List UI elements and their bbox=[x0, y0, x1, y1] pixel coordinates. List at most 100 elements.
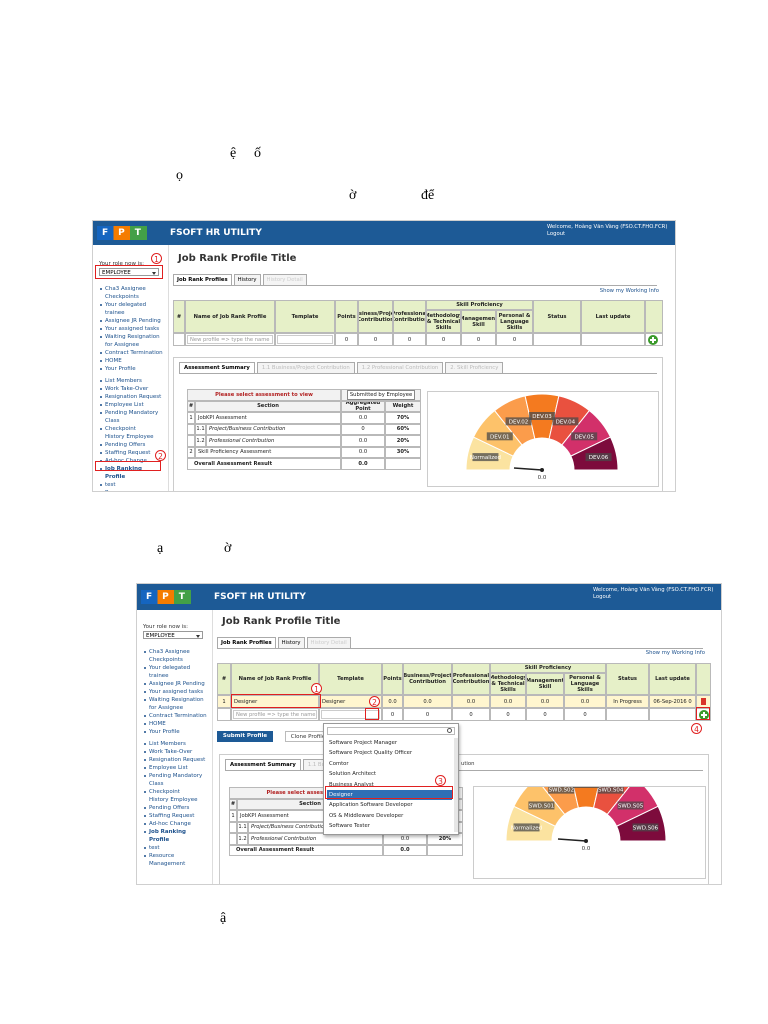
tab[interactable]: History Detail bbox=[306, 637, 351, 648]
highlight-box bbox=[325, 786, 453, 799]
tab-bar: Job Rank Profiles History History Detail bbox=[217, 637, 703, 649]
dropdown-option[interactable]: OS & Middleware Developer bbox=[329, 812, 404, 819]
menu-item[interactable]: Your assigned tasks bbox=[143, 688, 207, 696]
dropdown-option[interactable]: Software Project Quality Officer bbox=[329, 750, 413, 757]
assessment-panel bbox=[173, 357, 663, 491]
menu-item[interactable]: Checkpoint History Employee bbox=[143, 788, 201, 804]
panel-tab[interactable]: Assessment Summary bbox=[225, 759, 301, 770]
name-input[interactable]: New profile => type the name bbox=[187, 335, 273, 344]
show-link[interactable]: Show my Working Info bbox=[599, 288, 659, 294]
assessment-select[interactable]: Submitted by Employee bbox=[346, 389, 416, 400]
menu-item[interactable]: Pending Offers bbox=[99, 441, 163, 449]
menu-item[interactable]: Assignee JR Pending bbox=[99, 317, 163, 325]
role-label: Your role now is: bbox=[143, 624, 188, 630]
gauge-label: DEV.05 bbox=[574, 434, 594, 440]
dropdown-option[interactable]: Software Tester bbox=[329, 823, 370, 830]
menu-item[interactable]: List Members bbox=[143, 740, 207, 748]
menu-item[interactable]: List Members bbox=[99, 377, 163, 385]
text-fragment: ệ bbox=[230, 146, 237, 161]
assessment-cell: 1 bbox=[229, 810, 237, 822]
menu-item[interactable]: Cha3 Assignee Checkpoints bbox=[99, 285, 157, 301]
gauge-label: SWD.S05 bbox=[618, 803, 644, 809]
menu-item[interactable]: Staffing Request bbox=[143, 812, 207, 820]
menu-item[interactable]: Your Profile bbox=[99, 365, 163, 373]
gauge-label: SWD.S01 bbox=[529, 803, 554, 809]
assessment-header-cell: Weight bbox=[385, 400, 421, 412]
menu-item[interactable]: Waiting Resignation for Assignee bbox=[99, 333, 163, 349]
menu-item[interactable]: Pending Mandatory Class bbox=[99, 409, 163, 425]
text-fragment: ạ bbox=[157, 541, 164, 556]
table-cell: 0 bbox=[441, 336, 446, 343]
menu-item[interactable]: Job Ranking Profile bbox=[143, 828, 207, 844]
menu-item[interactable]: Work Take-Over bbox=[143, 748, 207, 756]
add-icon[interactable] bbox=[648, 334, 658, 345]
menu-item[interactable]: test bbox=[99, 481, 163, 489]
table-cell: 0 bbox=[390, 711, 395, 718]
gauge-label-box bbox=[472, 453, 499, 462]
menu-item[interactable]: test bbox=[143, 844, 207, 852]
menu-item[interactable]: Your assigned tasks bbox=[99, 325, 163, 333]
menu-item[interactable]: Your delegated trainee bbox=[143, 664, 201, 680]
add-icon[interactable] bbox=[699, 709, 709, 720]
name-input[interactable]: New profile => type the name bbox=[233, 710, 317, 719]
gauge-label: SWD.S06 bbox=[633, 825, 659, 831]
menu-item[interactable]: Your Profile bbox=[143, 728, 207, 736]
menu-item[interactable]: Ad-hoc Change bbox=[143, 820, 207, 828]
table-header-cell: Skill Proficiency bbox=[490, 663, 606, 673]
menu-item[interactable]: Cha3 Assignee Checkpoints bbox=[143, 648, 201, 664]
menu-item[interactable]: Job Ranking Profile bbox=[99, 465, 163, 481]
tab[interactable]: History Detail bbox=[262, 274, 307, 285]
menu-item[interactable]: Waiting Resignation for Assignee bbox=[143, 696, 207, 712]
panel-tab[interactable]: Assessment Summary bbox=[179, 362, 255, 373]
app-header: FPT FSOFT HR UTILITY Welcome, Hoàng Văn Và… bbox=[137, 584, 721, 610]
panel-tab[interactable]: 1.1 Business/Project Contribution bbox=[256, 362, 355, 373]
dropdown-option[interactable]: Comtor bbox=[329, 760, 349, 767]
dropdown-option[interactable]: Application Software Developer bbox=[329, 802, 413, 809]
menu-item[interactable]: Resource Management bbox=[143, 852, 207, 868]
table-cell: 0 bbox=[543, 711, 547, 718]
assessment-overall: 0.0 bbox=[383, 844, 427, 856]
delete-icon[interactable] bbox=[701, 698, 706, 705]
menu-item[interactable]: Staffing Request bbox=[99, 449, 163, 457]
tab[interactable]: History bbox=[277, 637, 305, 648]
menu-item[interactable]: Pending Mandatory Class bbox=[143, 772, 207, 788]
menu-item[interactable]: HOME bbox=[143, 720, 207, 728]
dropdown-option[interactable]: Software Project Manager bbox=[329, 740, 398, 746]
tab[interactable]: Job Rank Profiles bbox=[217, 637, 276, 648]
dropdown-option[interactable]: Business Analyst bbox=[329, 781, 374, 788]
role-select[interactable]: EMPLOYEE bbox=[99, 268, 159, 276]
logout-link[interactable]: Logout bbox=[547, 231, 566, 237]
dropdown-option[interactable]: Solution Architect bbox=[329, 771, 377, 778]
dropdown-option[interactable]: Designer bbox=[327, 790, 452, 800]
menu-item[interactable]: Your delegated trainee bbox=[99, 301, 157, 317]
template-select[interactable] bbox=[321, 710, 380, 719]
gauge-label-box bbox=[513, 823, 540, 832]
button[interactable]: Submit Profile bbox=[217, 731, 273, 742]
menu-item[interactable]: Employee List bbox=[143, 764, 207, 772]
logo: FPT bbox=[141, 590, 191, 604]
menu-item[interactable]: Employee List bbox=[99, 401, 163, 409]
gauge-label-box bbox=[617, 801, 644, 810]
logout-link[interactable]: Logout bbox=[593, 594, 612, 600]
table-cell bbox=[217, 708, 231, 721]
menu-item[interactable]: Checkpoint History Employee bbox=[99, 425, 157, 441]
role-select[interactable]: EMPLOYEE bbox=[143, 631, 203, 639]
panel-tab[interactable]: 2. Skill Proficiency bbox=[445, 362, 504, 373]
menu-item[interactable]: HOME bbox=[99, 357, 163, 365]
menu-item[interactable]: Pending Offers bbox=[143, 804, 207, 812]
show-link[interactable]: Show my Working Info bbox=[645, 650, 705, 656]
menu-item[interactable]: Resource Management bbox=[99, 489, 163, 491]
panel-tab[interactable]: 1.2 Professional Contribution bbox=[356, 362, 444, 373]
menu-item[interactable]: Assignee JR Pending bbox=[143, 680, 207, 688]
menu-item[interactable]: Resignation Request bbox=[99, 393, 163, 401]
menu-item[interactable]: Work Take-Over bbox=[99, 385, 163, 393]
dropdown-search[interactable] bbox=[327, 727, 455, 735]
template-select[interactable] bbox=[277, 335, 333, 344]
table-cell: 0.0 bbox=[564, 695, 606, 708]
tab[interactable]: History bbox=[233, 274, 261, 285]
menu-item[interactable]: Contract Termination bbox=[99, 349, 163, 357]
tab[interactable]: Job Rank Profiles bbox=[173, 274, 232, 285]
menu-item[interactable]: Contract Termination bbox=[143, 712, 207, 720]
menu-item[interactable]: Resignation Request bbox=[143, 756, 207, 764]
